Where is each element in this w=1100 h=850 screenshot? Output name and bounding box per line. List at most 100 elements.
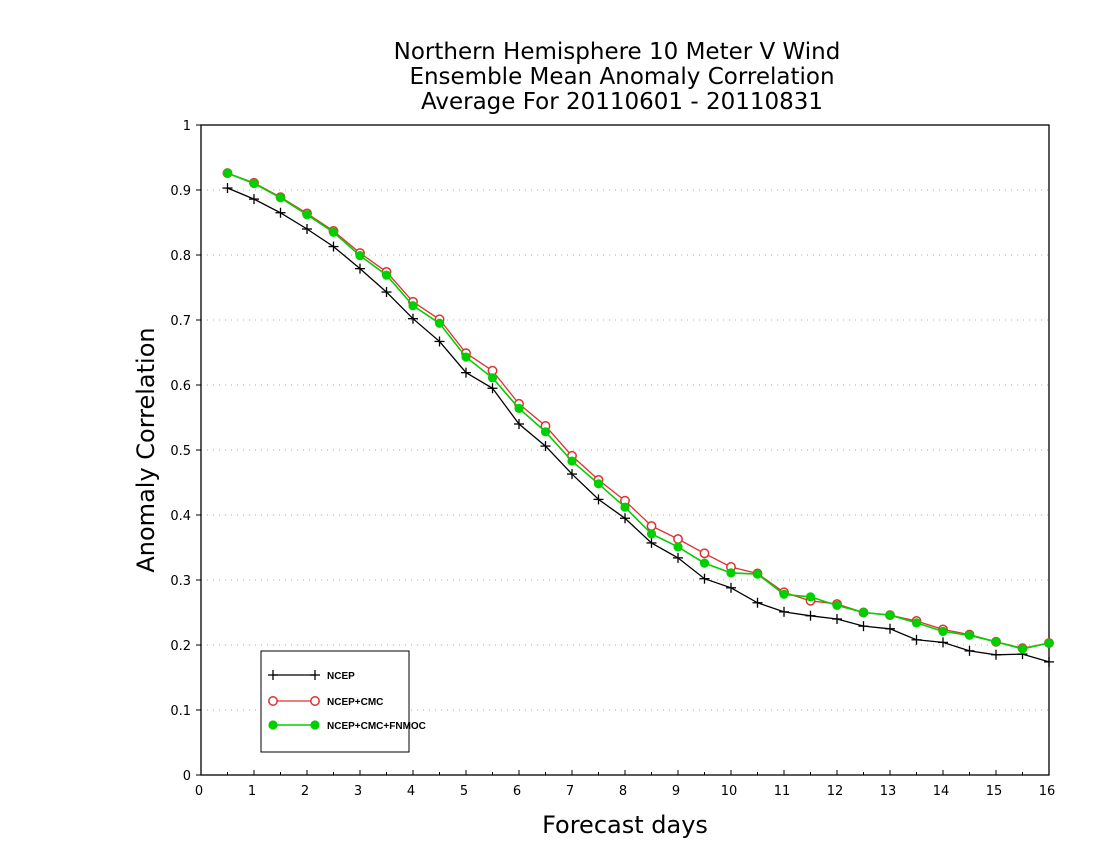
legend-label: NCEP [327, 671, 355, 682]
y-tick-label: 0 [183, 769, 191, 784]
data-point [858, 607, 869, 618]
data-point [249, 194, 259, 205]
series-line [227, 172, 1050, 649]
legend-marker [268, 720, 278, 730]
data-point [408, 301, 418, 311]
data-point [911, 634, 922, 645]
legend-item: NCEP+CMC+FNMOC [268, 720, 426, 732]
data-point [567, 469, 577, 480]
x-tick-label: 6 [513, 784, 521, 799]
data-point [752, 569, 763, 579]
data-point [487, 373, 498, 383]
data-point [646, 521, 657, 531]
data-point [779, 606, 789, 617]
x-tick-label: 14 [933, 784, 950, 799]
y-tick-label: 0.7 [170, 314, 191, 329]
legend-marker [268, 670, 278, 680]
data-point [673, 534, 683, 544]
y-tick-label: 0.3 [170, 574, 191, 589]
data-point [805, 592, 816, 602]
legend: NCEP NCEP+CMC NCEP+CMC+FNMOC [260, 650, 426, 753]
legend-marker [268, 696, 278, 706]
series-ncep [222, 183, 1054, 667]
data-point [540, 427, 551, 437]
data-point [222, 183, 233, 194]
y-tick-label: 0.9 [170, 184, 191, 199]
data-point [593, 494, 604, 505]
data-point [275, 193, 286, 203]
data-point [514, 419, 524, 429]
x-tick-label: 10 [721, 784, 738, 799]
data-point [514, 403, 524, 413]
x-tick-label: 2 [301, 784, 309, 799]
x-tick-label: 3 [354, 784, 362, 799]
data-point [1044, 638, 1054, 648]
data-point [434, 336, 445, 347]
data-point [673, 552, 683, 563]
legend-marker [310, 696, 320, 706]
data-point [673, 542, 683, 552]
x-tick-label: 12 [827, 784, 844, 799]
y-tick-label: 0.2 [170, 639, 191, 654]
data-point [832, 614, 842, 624]
data-point [832, 600, 842, 610]
data-point [991, 637, 1001, 647]
x-tick-label: 9 [672, 784, 680, 799]
data-point [885, 623, 895, 634]
data-point [964, 630, 975, 640]
data-point [302, 224, 312, 234]
legend-label: NCEP+CMC [327, 697, 383, 708]
y-tick-label: 0.1 [170, 704, 191, 719]
x-tick-label: 5 [460, 784, 468, 799]
x-tick-label: 13 [880, 784, 897, 799]
series-ncep-cmc [222, 168, 1054, 654]
x-tick-label: 15 [986, 784, 1003, 799]
x-tick-label: 11 [774, 784, 791, 799]
data-point [328, 227, 339, 237]
x-tick-label: 7 [566, 784, 574, 799]
legend-label: NCEP+CMC+FNMOC [327, 721, 426, 732]
data-point [567, 456, 577, 466]
y-axis-label: Anomaly Correlation [132, 327, 160, 572]
data-point [487, 383, 498, 394]
data-point [752, 597, 763, 608]
data-point [1017, 644, 1028, 654]
series-ncep-cmc-fnmoc [222, 168, 1054, 654]
data-point [540, 441, 551, 452]
data-point [938, 626, 948, 636]
data-point [805, 610, 816, 621]
data-point [699, 558, 710, 568]
data-point [620, 513, 630, 524]
data-point [620, 502, 630, 512]
data-point [699, 573, 710, 584]
x-tick-label: 1 [248, 784, 256, 799]
series-line [227, 172, 1050, 650]
chart-title-line-2: Ensemble Mean Anomaly Correlation [409, 64, 834, 90]
data-point [964, 645, 975, 656]
x-tick-label: 8 [619, 784, 627, 799]
data-point [646, 537, 657, 548]
data-point [328, 241, 339, 252]
y-tick-label: 0.4 [170, 509, 191, 524]
series-line [227, 187, 1050, 663]
data-point [355, 251, 365, 261]
data-point [302, 210, 312, 220]
data-point [885, 610, 895, 620]
data-point [593, 479, 604, 489]
y-tick-label: 0.8 [170, 249, 191, 264]
legend-marker [310, 720, 320, 730]
legend-marker [310, 670, 320, 680]
grid-lines [201, 189, 1049, 711]
x-axis-label: Forecast days [542, 811, 708, 839]
y-tick-label: 1 [183, 119, 191, 134]
data-point [461, 367, 471, 378]
data-point [858, 621, 869, 632]
data-point [726, 568, 736, 578]
data-point [408, 313, 418, 324]
data-point [275, 207, 286, 218]
chart-title: Northern Hemisphere 10 Meter V Wind Ense… [394, 39, 841, 115]
data-point [991, 649, 1001, 660]
data-point [461, 352, 471, 362]
data-point [779, 589, 789, 599]
legend-item: NCEP [268, 670, 355, 682]
